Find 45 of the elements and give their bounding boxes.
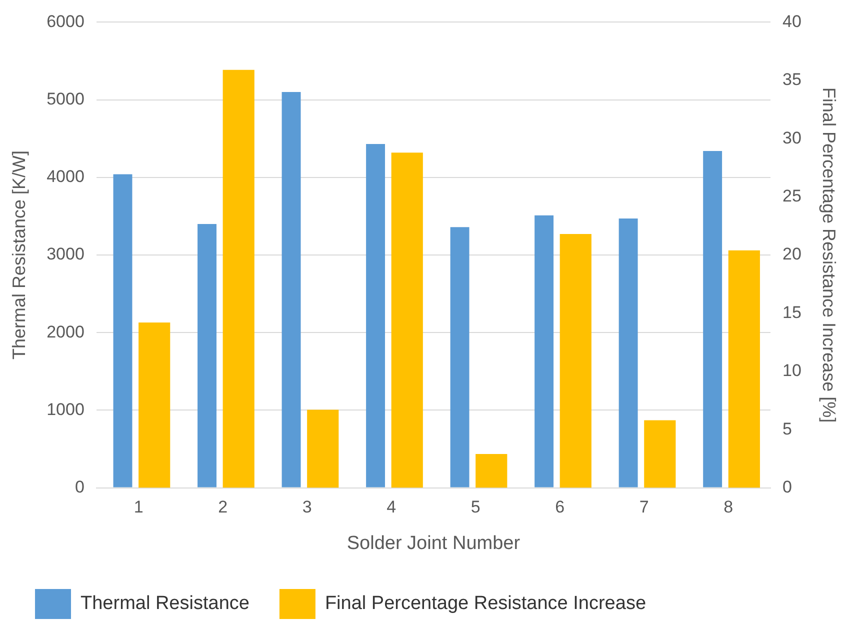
bar — [476, 454, 508, 488]
bar — [366, 144, 386, 488]
x-tick-label: 6 — [555, 498, 565, 517]
y2-tick-label: 40 — [782, 12, 802, 31]
y2-tick-label: 0 — [782, 477, 792, 496]
legend-label: Thermal Resistance — [80, 593, 250, 614]
bar — [703, 151, 722, 488]
bar — [450, 227, 470, 488]
x-tick-label: 3 — [302, 498, 312, 517]
y2-tick-label: 20 — [782, 244, 802, 264]
legend-label: Final Percentage Resistance Increase — [324, 593, 646, 614]
bar — [222, 70, 254, 488]
bar — [113, 174, 132, 488]
y2-tick-label: 15 — [782, 302, 802, 322]
bar — [307, 410, 339, 488]
bar — [644, 420, 676, 488]
y2-tick-label: 5 — [782, 419, 792, 438]
bar — [560, 234, 592, 488]
y-tick-label: 1000 — [46, 400, 84, 419]
bar — [282, 92, 301, 488]
y-tick-label: 0 — [74, 477, 84, 496]
x-tick-label: 7 — [639, 498, 649, 517]
y2-tick-label: 35 — [782, 70, 802, 90]
bar — [728, 250, 760, 488]
y2-tick-label: 30 — [782, 128, 802, 148]
x-tick-label: 4 — [386, 498, 396, 517]
y2-tick-label: 25 — [782, 186, 802, 206]
bar — [618, 218, 638, 488]
y2-axis-title: Final Percentage Resistance Increase [%] — [819, 87, 840, 423]
x-tick-label: 8 — [724, 498, 734, 517]
bar — [198, 224, 216, 488]
y-tick-label: 4000 — [46, 167, 84, 186]
y-axis-title: Thermal Resistance [K/W] — [8, 150, 29, 360]
x-tick-label: 2 — [218, 498, 228, 517]
x-tick-label: 1 — [134, 498, 144, 517]
bar — [534, 215, 554, 488]
bar — [391, 152, 423, 488]
bar — [138, 322, 170, 488]
y2-tick-label: 10 — [782, 361, 802, 380]
x-axis-title: Solder Joint Number — [346, 532, 521, 554]
x-tick-label: 5 — [470, 498, 480, 517]
y-tick-label: 5000 — [46, 89, 84, 108]
y-tick-label: 6000 — [46, 12, 84, 31]
y-tick-label: 3000 — [46, 244, 84, 264]
y-tick-label: 2000 — [46, 322, 84, 342]
